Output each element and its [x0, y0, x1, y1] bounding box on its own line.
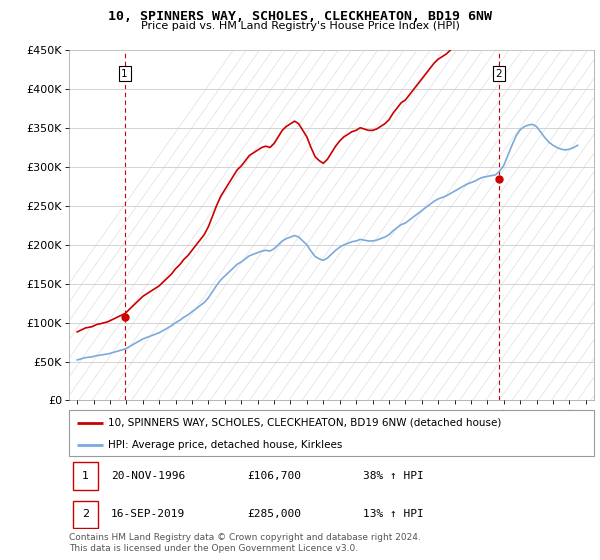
Text: 20-NOV-1996: 20-NOV-1996 [111, 471, 185, 481]
FancyBboxPatch shape [73, 462, 98, 489]
FancyBboxPatch shape [73, 501, 98, 528]
Text: 16-SEP-2019: 16-SEP-2019 [111, 509, 185, 519]
Text: 10, SPINNERS WAY, SCHOLES, CLECKHEATON, BD19 6NW (detached house): 10, SPINNERS WAY, SCHOLES, CLECKHEATON, … [109, 418, 502, 428]
Text: £106,700: £106,700 [248, 471, 302, 481]
Text: 1: 1 [121, 69, 128, 79]
Text: £285,000: £285,000 [248, 509, 302, 519]
Text: 2: 2 [496, 69, 502, 79]
Text: 38% ↑ HPI: 38% ↑ HPI [363, 471, 424, 481]
FancyBboxPatch shape [69, 410, 594, 456]
Text: 13% ↑ HPI: 13% ↑ HPI [363, 509, 424, 519]
Text: 2: 2 [82, 509, 89, 519]
Text: HPI: Average price, detached house, Kirklees: HPI: Average price, detached house, Kirk… [109, 440, 343, 450]
Text: Contains HM Land Registry data © Crown copyright and database right 2024.
This d: Contains HM Land Registry data © Crown c… [69, 533, 421, 553]
Text: Price paid vs. HM Land Registry's House Price Index (HPI): Price paid vs. HM Land Registry's House … [140, 21, 460, 31]
Text: 10, SPINNERS WAY, SCHOLES, CLECKHEATON, BD19 6NW: 10, SPINNERS WAY, SCHOLES, CLECKHEATON, … [108, 10, 492, 23]
Text: 1: 1 [82, 471, 89, 481]
